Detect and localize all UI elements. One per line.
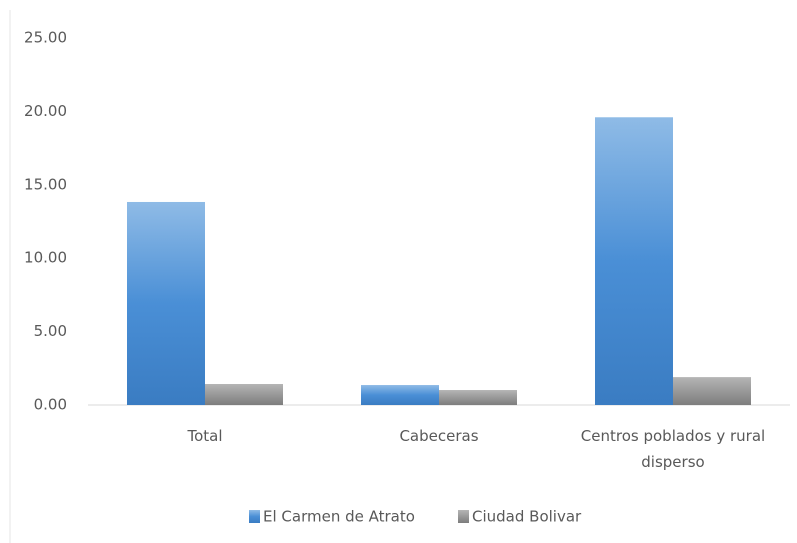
y-tick-label: 10.00: [24, 249, 67, 267]
bar: [439, 390, 517, 405]
y-tick-label: 20.00: [24, 102, 67, 120]
x-tick-label: Centros poblados y rural disperso: [580, 427, 766, 471]
y-tick-label: 0.00: [34, 396, 67, 414]
y-tick-label: 15.00: [24, 175, 67, 193]
bar: [673, 377, 751, 405]
x-tick-label: Total: [187, 427, 223, 445]
y-tick-label: 5.00: [34, 322, 67, 340]
x-tick-label: Cabeceras: [399, 427, 479, 445]
bar: [127, 201, 205, 405]
bar: [361, 385, 439, 405]
bar: [595, 117, 673, 405]
legend-swatch: [458, 510, 469, 523]
legend-label: El Carmen de Atrato: [263, 508, 415, 526]
y-tick-label: 25.00: [24, 29, 67, 47]
bar: [205, 384, 283, 405]
legend-label: Ciudad Bolivar: [472, 508, 582, 526]
legend-swatch: [249, 510, 260, 523]
